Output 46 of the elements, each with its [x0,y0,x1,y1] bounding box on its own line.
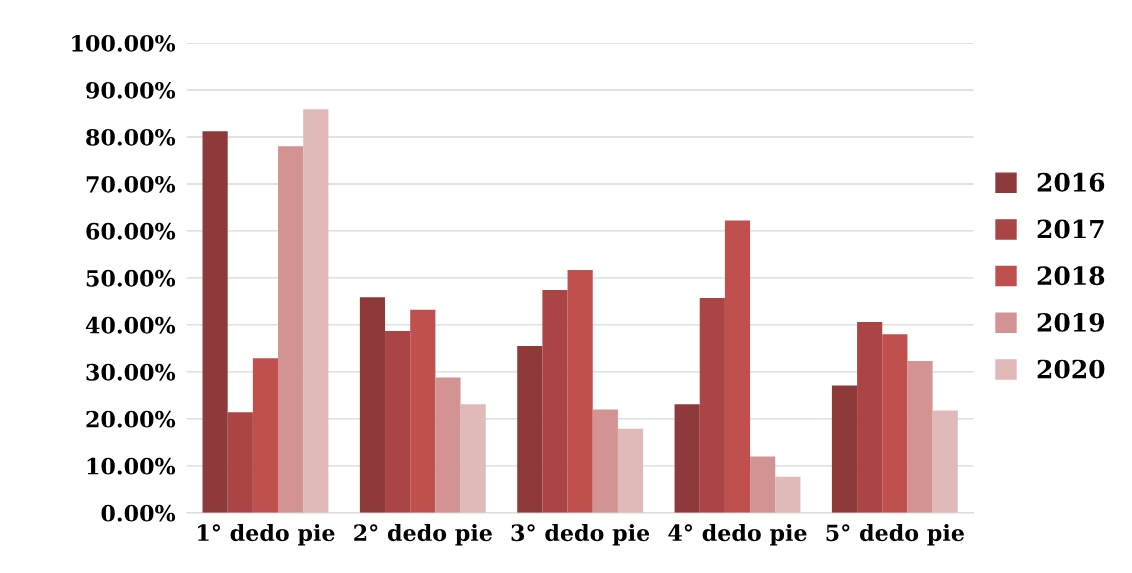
legend-label: 2020 [1037,359,1105,379]
bar [724,220,751,513]
y-tick-label: 100.00% [72,34,176,52]
bar [542,290,568,513]
bar [592,409,618,513]
y-tick-label: 30.00% [86,363,176,381]
y-tick-label: 80.00% [86,128,176,146]
bar [857,322,883,513]
bar [517,346,543,513]
bar [831,385,858,513]
bar [385,331,411,513]
bar [303,109,329,513]
bar [932,410,958,513]
x-tick-label: 5° dedo pie [826,523,964,546]
bar [699,298,725,513]
bar [882,334,908,513]
bar [278,146,304,513]
bar [359,297,386,513]
y-tick-label: 90.00% [86,81,176,99]
y-tick-label: 70.00% [86,175,176,193]
bar [202,131,228,513]
legend-label: 2019 [1037,312,1105,332]
legend-label: 2018 [1037,266,1105,286]
bar [775,476,801,513]
bar [460,404,486,513]
y-tick-label: 40.00% [85,316,176,334]
bar [674,404,700,513]
x-tick-label: 4° dedo pie [668,523,807,546]
x-tick-label: 2° dedo pie [354,523,492,546]
x-tick-label: 1° dedo pie [198,523,335,546]
bar [252,358,279,513]
legend-label: 2017 [1037,219,1104,239]
y-tick-label: 60.00% [86,222,176,240]
bar [435,377,461,513]
x-tick-label: 3° dedo pie [511,523,650,546]
bar [750,456,776,513]
bar [617,428,644,513]
bar [567,269,593,513]
y-tick-label: 50.00% [86,269,176,287]
bar [227,412,253,513]
y-tick-label: 0.00% [101,504,176,522]
bar [410,309,436,513]
legend-label: 2016 [1037,172,1105,192]
y-tick-label: 20.00% [86,410,176,428]
y-tick-label: 10.00% [87,457,176,475]
bar [907,361,933,513]
